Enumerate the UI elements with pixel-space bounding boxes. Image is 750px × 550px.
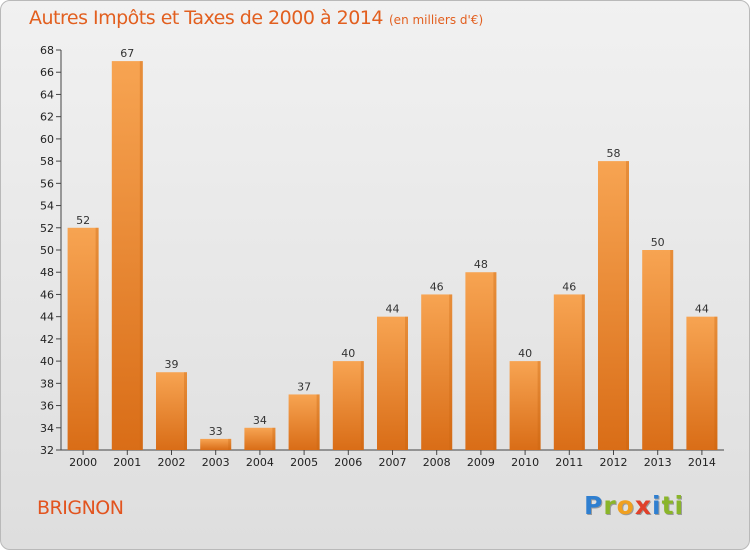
data-label: 58 [607, 147, 621, 160]
data-label: 33 [209, 425, 223, 438]
x-tick-label: 2007 [379, 456, 407, 469]
bar-shade [670, 250, 674, 450]
data-labels: 52 67 39 33 34 37 40 44 46 48 40 46 58 50 44 [76, 47, 709, 438]
x-tick-label: 2005 [290, 456, 318, 469]
bar-shade [95, 227, 99, 450]
bar [465, 272, 497, 450]
bar-shade [626, 161, 629, 450]
y-tick-label: 62 [40, 111, 54, 124]
y-tick-label: 34 [40, 422, 54, 435]
y-tick-label: 64 [40, 88, 54, 101]
logo-letter: o [616, 491, 635, 520]
bar [509, 361, 541, 450]
bar-shade [581, 294, 585, 450]
x-tick-label: 2013 [644, 456, 672, 469]
bar-shade [449, 294, 453, 450]
x-tick-label: 2009 [467, 456, 495, 469]
logo-letter: x [634, 491, 652, 520]
proxiti-logo: Proxiti [584, 491, 684, 520]
bar [288, 394, 320, 450]
chart-unit: (en milliers d'€) [389, 13, 484, 27]
bar [377, 316, 408, 450]
y-tick-label: 50 [40, 244, 54, 257]
data-label: 44 [695, 303, 709, 316]
bar [156, 372, 187, 450]
data-label: 40 [518, 347, 532, 360]
y-tick-label: 40 [40, 355, 54, 368]
y-tick-label: 48 [40, 266, 54, 279]
y-tick-label: 46 [40, 288, 54, 301]
axes: 32 34 36 38 40 42 44 46 48 50 52 54 56 58 60 62 64 66 68 20… [40, 44, 724, 469]
data-label: 48 [474, 258, 488, 271]
x-tick-label: 2012 [600, 456, 628, 469]
bar-shade [139, 61, 143, 450]
data-label: 46 [562, 280, 576, 293]
y-tick-label: 38 [40, 377, 54, 390]
data-label: 52 [76, 214, 90, 227]
y-tick-label: 68 [40, 44, 54, 57]
x-tick-label: 2011 [555, 456, 583, 469]
y-tick-label: 44 [40, 311, 54, 324]
y-tick-label: 32 [40, 444, 54, 457]
y-tick-label: 36 [40, 400, 54, 413]
data-label: 37 [297, 380, 311, 393]
bar-shade [537, 361, 541, 450]
data-label: 50 [651, 236, 665, 249]
chart-title: Autres Impôts et Taxes de 2000 à 2014 (en… [29, 7, 483, 29]
x-tick-label: 2014 [688, 456, 716, 469]
bar [421, 294, 453, 450]
bar-shade [228, 438, 232, 450]
data-label: 34 [253, 414, 267, 427]
bar-shade [714, 316, 718, 450]
x-tick-label: 2003 [202, 456, 230, 469]
data-label: 67 [120, 47, 134, 60]
bar-shade [184, 372, 187, 450]
data-label: 40 [341, 347, 355, 360]
x-tick-label: 2001 [113, 456, 141, 469]
logo-letter: r [603, 491, 617, 520]
y-tick-label: 66 [40, 66, 54, 79]
bar [598, 161, 629, 450]
logo-letter: P [584, 491, 604, 520]
bar [642, 250, 674, 450]
bar [200, 438, 232, 450]
data-label: 46 [430, 280, 444, 293]
data-label: 44 [386, 303, 400, 316]
y-tick-label: 42 [40, 333, 54, 346]
logo-letter: i [652, 491, 662, 520]
bar-shade [316, 394, 320, 450]
x-tick-label: 2004 [246, 456, 274, 469]
data-label: 39 [165, 358, 179, 371]
y-tick-label: 60 [40, 133, 54, 146]
bar-shade [493, 272, 497, 450]
x-tick-label: 2002 [158, 456, 186, 469]
chart-title-text: Autres Impôts et Taxes de 2000 à 2014 [29, 7, 384, 29]
bar-shade [272, 427, 276, 450]
y-tick-label: 54 [40, 200, 54, 213]
x-tick-label: 2010 [511, 456, 539, 469]
bar [67, 227, 99, 450]
bar-shade [360, 361, 364, 450]
bar [244, 427, 276, 450]
bars [67, 61, 718, 450]
bar [332, 361, 364, 450]
bar [686, 316, 718, 450]
bar [553, 294, 585, 450]
bar-shade [405, 316, 408, 450]
bar [111, 61, 143, 450]
commune-name: BRIGNON [37, 497, 124, 519]
y-tick-label: 58 [40, 155, 54, 168]
logo-letter: ti [661, 491, 685, 520]
x-tick-label: 2000 [69, 456, 97, 469]
x-tick-label: 2008 [423, 456, 451, 469]
x-tick-label: 2006 [334, 456, 362, 469]
y-tick-label: 56 [40, 177, 54, 190]
y-tick-label: 52 [40, 222, 54, 235]
